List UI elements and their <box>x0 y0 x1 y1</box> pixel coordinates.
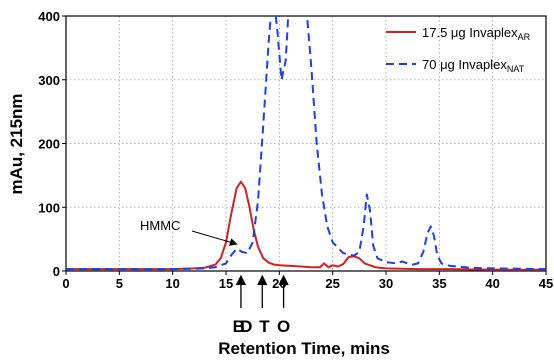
grid-lines <box>66 16 546 271</box>
legend-label-subscript: AR <box>518 32 531 42</box>
legend: 17.5 μg InvaplexAR 70 μg InvaplexNAT <box>386 25 531 74</box>
annotations: HMMC <box>140 218 238 246</box>
axes <box>62 15 547 275</box>
marker-label-t: T <box>259 317 270 336</box>
series-line-invaplex-ar <box>66 180 546 271</box>
legend-label-main: 17.5 μg Invaplex <box>422 25 518 40</box>
annotation-label: HMMC <box>140 218 180 233</box>
x-tick-label: 0 <box>62 276 69 291</box>
y-tick-label: 0 <box>53 264 60 279</box>
marker-label-o: O <box>277 317 290 336</box>
legend-label-main: 70 μg Invaplex <box>422 57 507 72</box>
x-tick-label: 25 <box>325 276 339 291</box>
marker-label-d: D <box>240 317 252 336</box>
y-tick-label: 300 <box>38 73 60 88</box>
y-tick-label: 200 <box>38 137 60 152</box>
tick-labels: 0 5 10 15 20 25 30 35 40 45 0 100 200 300 400 <box>38 9 553 291</box>
x-tick-label: 15 <box>219 276 233 291</box>
y-axis-title: mAu, 215nm <box>7 93 26 194</box>
x-tick-label: 10 <box>165 276 179 291</box>
x-tick-label: 35 <box>432 276 446 291</box>
elution-markers: BD T O <box>233 274 290 336</box>
x-tick-label: 40 <box>485 276 499 291</box>
legend-label: 17.5 μg InvaplexAR <box>422 25 531 42</box>
annotation-arrow <box>191 230 238 246</box>
x-tick-label: 45 <box>539 276 553 291</box>
marker-label-b: B <box>233 317 245 336</box>
series-lines <box>66 16 546 271</box>
y-tick-label: 100 <box>38 200 60 215</box>
x-axis-title: Retention Time, mins <box>218 339 390 358</box>
series-clip-group <box>66 16 546 271</box>
x-tick-label: 30 <box>379 276 393 291</box>
legend-label: 70 μg InvaplexNAT <box>422 57 525 74</box>
legend-label-subscript: NAT <box>507 64 525 74</box>
series-line-invaplex-nat <box>66 16 546 271</box>
x-tick-label: 20 <box>272 276 286 291</box>
x-tick-label: 5 <box>116 276 123 291</box>
y-tick-label: 400 <box>38 9 60 24</box>
